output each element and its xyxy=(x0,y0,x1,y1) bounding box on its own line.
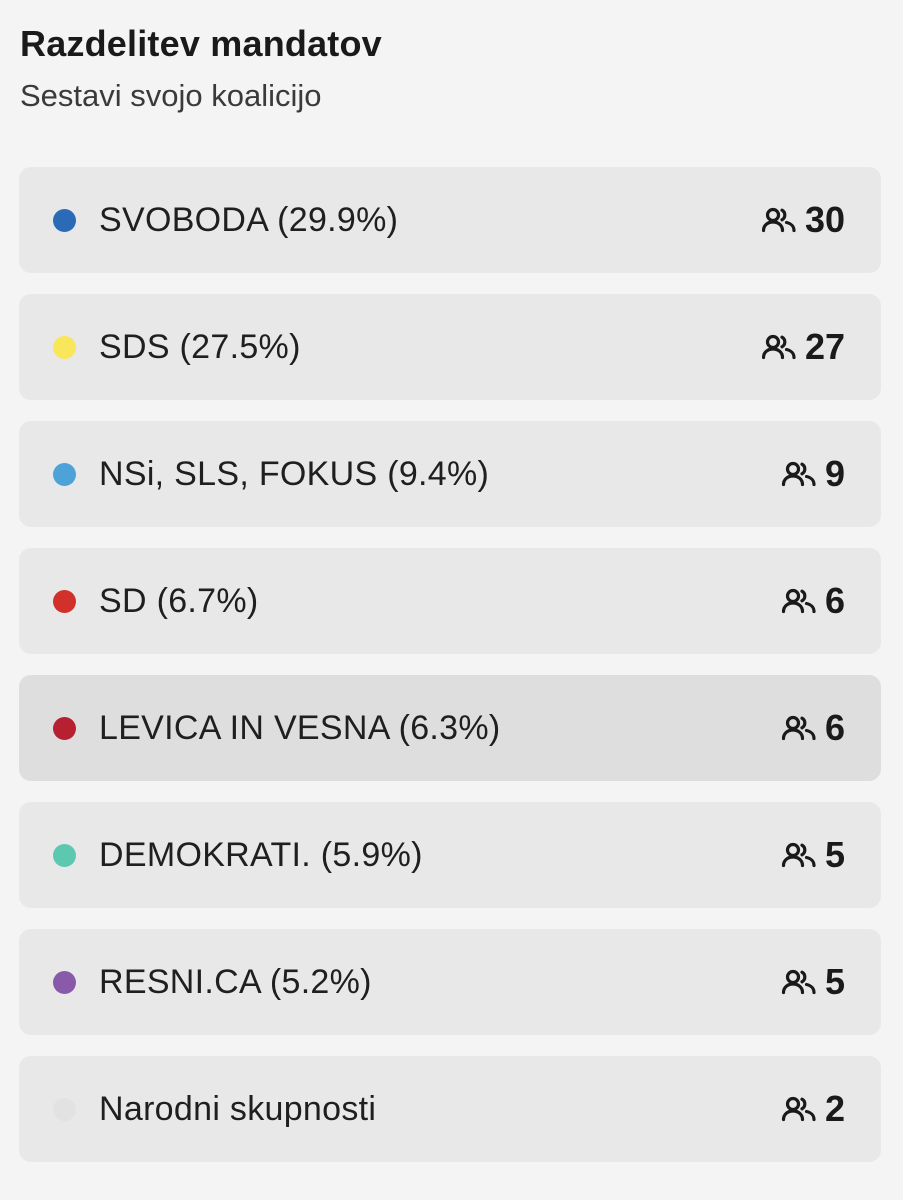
seat-count: 6 xyxy=(824,580,845,621)
party-color-dot xyxy=(53,335,76,359)
seat-count-group: 6 xyxy=(781,580,845,622)
people-icon xyxy=(761,207,796,233)
party-color-dot xyxy=(53,843,76,867)
people-icon xyxy=(781,1096,816,1122)
party-label: Narodni skupnosti xyxy=(99,1089,377,1128)
seat-count: 27 xyxy=(804,326,845,367)
people-icon xyxy=(781,588,816,614)
party-label: LEVICA IN VESNA (6.3%) xyxy=(99,708,501,747)
seat-count: 9 xyxy=(824,453,845,494)
people-icon xyxy=(781,842,816,868)
seat-count: 2 xyxy=(824,1088,845,1129)
party-row-narodni-skupnosti[interactable]: Narodni skupnosti 2 xyxy=(19,1056,881,1162)
party-row-nsi-sls-fokus[interactable]: NSi, SLS, FOKUS (9.4%) 9 xyxy=(19,421,881,527)
party-color-dot xyxy=(53,1097,76,1121)
party-row-svoboda[interactable]: SVOBODA (29.9%) 30 xyxy=(19,167,881,273)
seat-count: 5 xyxy=(824,961,845,1002)
party-list: SVOBODA (29.9%) 30 SDS (27.5%) 27 NSi, S… xyxy=(19,167,881,1183)
people-icon xyxy=(781,715,816,741)
party-row-levica-in-vesna[interactable]: LEVICA IN VESNA (6.3%) 6 xyxy=(19,675,881,781)
party-row-sds[interactable]: SDS (27.5%) 27 xyxy=(19,294,881,400)
party-label: SD (6.7%) xyxy=(99,581,259,620)
party-label: RESNI.CA (5.2%) xyxy=(99,962,372,1001)
seat-count-group: 9 xyxy=(781,453,845,495)
party-label: SDS (27.5%) xyxy=(99,327,301,366)
party-row-resni-ca[interactable]: RESNI.CA (5.2%) 5 xyxy=(19,929,881,1035)
seat-count: 6 xyxy=(824,707,845,748)
seat-count-group: 30 xyxy=(761,199,845,241)
party-label: DEMOKRATI. (5.9%) xyxy=(99,835,423,874)
party-color-dot xyxy=(53,208,76,232)
people-icon xyxy=(781,969,816,995)
people-icon xyxy=(761,334,796,360)
header: Razdelitev mandatov Sestavi svojo koalic… xyxy=(20,20,382,116)
seat-count-group: 2 xyxy=(781,1088,845,1130)
seat-count-group: 6 xyxy=(781,707,845,749)
people-icon xyxy=(781,461,816,487)
party-row-demokrati[interactable]: DEMOKRATI. (5.9%) 5 xyxy=(19,802,881,908)
party-row-sd[interactable]: SD (6.7%) 6 xyxy=(19,548,881,654)
party-color-dot xyxy=(53,716,76,740)
seat-count-group: 27 xyxy=(761,326,845,368)
seat-count: 5 xyxy=(824,834,845,875)
party-label: NSi, SLS, FOKUS (9.4%) xyxy=(99,454,490,493)
party-color-dot xyxy=(53,589,76,613)
party-color-dot xyxy=(53,970,76,994)
party-color-dot xyxy=(53,462,76,486)
party-label: SVOBODA (29.9%) xyxy=(99,200,399,239)
seat-count-group: 5 xyxy=(781,961,845,1003)
page-title: Razdelitev mandatov xyxy=(20,23,382,64)
seat-count-group: 5 xyxy=(781,834,845,876)
seat-count: 30 xyxy=(804,199,845,240)
page-subtitle: Sestavi svojo koalicijo xyxy=(20,78,322,113)
